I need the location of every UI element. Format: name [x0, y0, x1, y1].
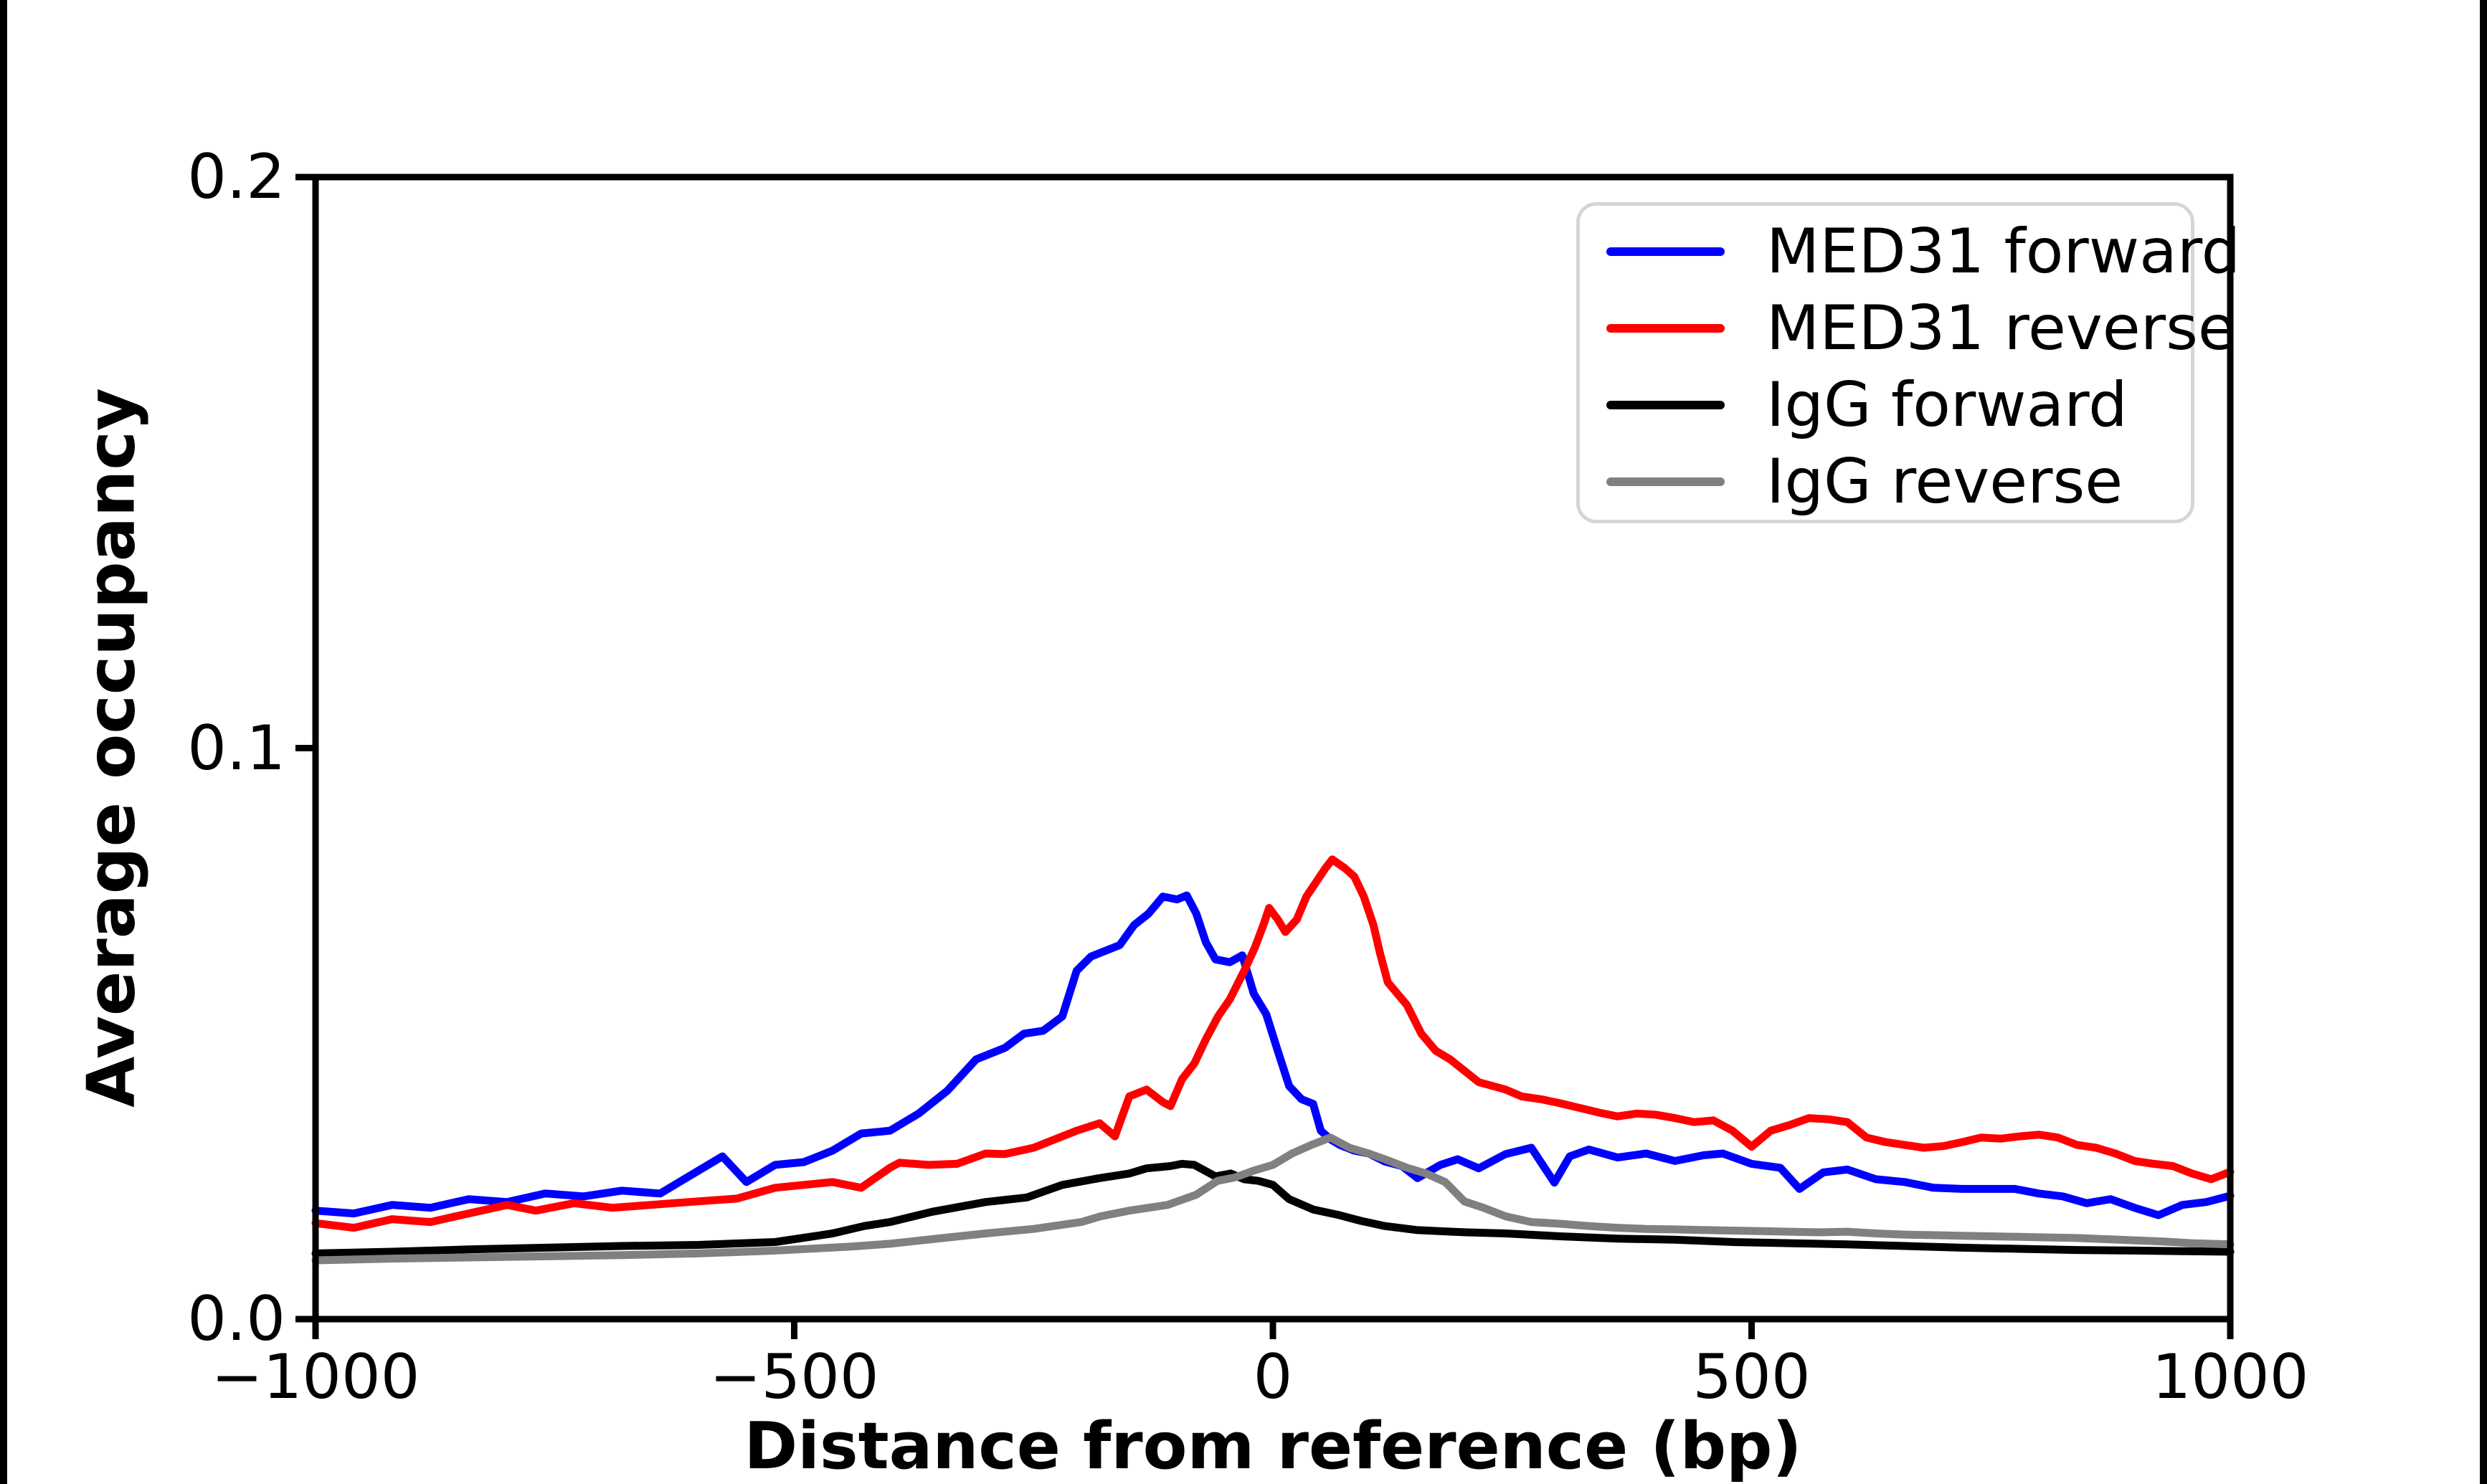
series-line-igg-reverse: [311, 1133, 2235, 1265]
legend: MED31 forward MED31 reverse IgG forward IgG…: [1576, 202, 2240, 523]
x-tick-label: 500: [1692, 1341, 1811, 1413]
x-tick-label: −1000: [211, 1341, 420, 1413]
x-tick-label: 0: [1253, 1341, 1293, 1413]
y-tick-label: 0.1: [187, 712, 285, 784]
series-line-med31-reverse: [311, 855, 2235, 1232]
legend-line-sample: [1606, 247, 1725, 256]
legend-line-sample: [1606, 400, 1725, 409]
legend-line-sample: [1606, 323, 1725, 333]
legend-row: MED31 forward: [1580, 213, 2240, 290]
y-tick-label: 0.2: [187, 141, 285, 213]
legend-label: IgG reverse: [1766, 445, 2123, 518]
y-tick-label: 0.0: [187, 1283, 285, 1355]
legend-row: IgG reverse: [1580, 443, 2191, 520]
x-axis-label: Distance from reference (bp): [744, 1409, 1802, 1484]
screenshot-left-edge-bar: [0, 0, 7, 1484]
x-tick-label: 1000: [2151, 1341, 2309, 1413]
legend-label: MED31 reverse: [1766, 292, 2236, 364]
legend-line-sample: [1606, 477, 1725, 486]
legend-row: IgG forward: [1580, 366, 2191, 443]
x-tick-label: −500: [709, 1341, 879, 1413]
series-line-igg-forward: [311, 1159, 2235, 1257]
screenshot-right-edge-bar: [2480, 0, 2487, 1484]
legend-label: IgG forward: [1766, 368, 2128, 441]
legend-row: MED31 reverse: [1580, 290, 2236, 366]
legend-label: MED31 forward: [1766, 215, 2241, 287]
series-line-med31-forward: [311, 891, 2235, 1219]
